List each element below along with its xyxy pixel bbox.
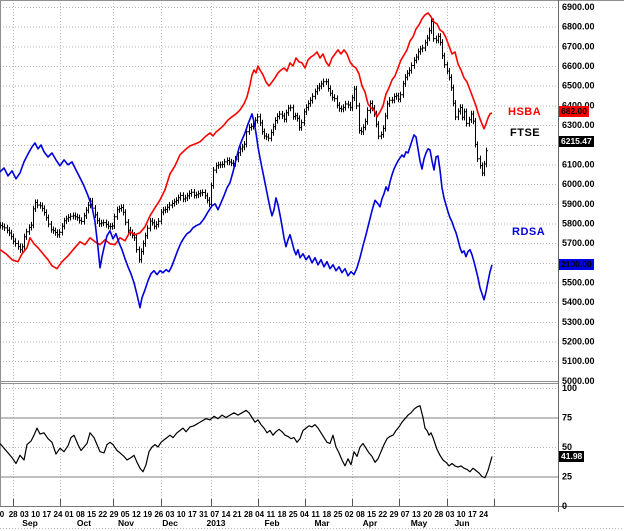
y-axis-label: 6500.00 [562,81,595,91]
y-axis-label: 6300.00 [562,120,595,130]
rdsa-price-tag: 2100.00 [559,259,594,271]
x-axis-day-label: 11 [267,510,276,519]
x-axis-month-label: May [411,518,428,528]
x-axis-month-label: Jun [454,518,469,528]
y-axis-label: 6900.00 [562,2,595,12]
y-axis-label: 6600.00 [562,61,595,71]
x-axis-day-label: 04 [255,510,264,519]
y-axis-label: 5500.00 [562,278,595,288]
x-axis-month-label: 2013 [207,518,226,528]
x-axis-day-label: 13 [412,510,421,519]
x-axis-day-label: 17 [188,510,197,519]
x-axis-day-label: 18 [322,510,331,519]
x-axis-day-label: 24 [54,510,63,519]
x-axis-day-label: 25 [334,510,343,519]
y-axis-label: 5700.00 [562,238,595,248]
x-axis-day-label: 31 [199,510,208,519]
indicator-axis-label: 25 [562,472,572,482]
x-axis-day-label: 17 [468,510,477,519]
x-axis-day-label: 14 [222,510,231,519]
x-axis-day-label: 15 [367,510,376,519]
indicator-axis-label: 0 [562,501,567,511]
indicator-axis-label: 50 [562,442,572,452]
x-axis-day-label: 07 [401,510,410,519]
x-axis-day-label: 24 [479,510,488,519]
x-axis-day-label: 29 [390,510,399,519]
y-axis-label: 5400.00 [562,297,595,307]
y-axis-label: 5300.00 [562,317,595,327]
x-axis-day-label: 28 [244,510,253,519]
x-axis-day-label: 28 [434,510,443,519]
indicator-axis-label: 100 [562,383,577,393]
x-axis-month-label: Apr [363,518,378,528]
x-axis-month-label: Nov [118,518,134,528]
x-axis-day-label: 12 [132,510,141,519]
x-axis-day-label: 03 [20,510,29,519]
y-axis-label: 6100.00 [562,159,595,169]
x-axis-day-label: 18 [278,510,287,519]
x-axis-day-label: 08 [356,510,365,519]
x-axis-day-label: 21 [233,510,242,519]
x-axis-day-label: 26 [154,510,163,519]
x-axis-day-label: 17 [42,510,51,519]
y-axis-label: 5200.00 [562,337,595,347]
y-axis-label: 6800.00 [562,22,595,32]
x-axis-day-label: 04 [300,510,309,519]
x-axis-day-label: 01 [65,510,74,519]
x-axis-day-label: 03 [166,510,175,519]
x-axis-day-label: 05 [121,510,130,519]
x-axis-day-label: 20 [423,510,432,519]
x-axis-day-label: 19 [143,510,152,519]
ftse-bars [0,18,488,263]
x-axis-day-label: 11 [311,510,320,519]
x-axis-day-label: 25 [289,510,298,519]
x-axis-day-label: 10 [31,510,40,519]
indicator-value-tag: 41.98 [559,450,585,462]
x-axis-day-label: 08 [76,510,85,519]
indicator-axis-label: 75 [562,413,572,423]
x-axis-day-label: 03 [446,510,455,519]
x-axis-month-label: Sep [22,518,38,528]
x-axis-day-label: 22 [98,510,107,519]
hsba-price-tag: 682.00 [559,106,589,118]
x-axis-day-label: 22 [378,510,387,519]
x-axis-day-label: 02 [345,510,354,519]
x-axis-month-label: Dec [162,518,178,528]
series-label-ftse: FTSE [510,127,541,139]
y-axis-label: 5000.00 [562,376,595,386]
x-axis-day-label: 10 [457,510,466,519]
series-label-rdsa: RDSA [512,226,546,238]
x-axis-day-label: 29 [110,510,119,519]
x-axis-month-label: Oct [77,518,91,528]
y-axis-label: 5100.00 [562,356,595,366]
rdsa-line [0,113,493,309]
ftse-price-tag: 6215.47 [559,136,594,148]
y-axis-label: 5900.00 [562,199,595,209]
y-axis-label: 6400.00 [562,100,595,110]
x-axis-day-label: 10 [177,510,186,519]
y-axis-label: 6700.00 [562,41,595,51]
x-axis-day-label: 07 [210,510,219,519]
x-axis-month-label: Mar [314,518,330,528]
y-axis-label: 5800.00 [562,218,595,228]
series-label-hsba: HSBA [508,106,542,118]
indicator-line [0,405,493,479]
x-axis-day-label: 0 [0,510,5,519]
y-axis-label: 6000.00 [562,179,595,189]
x-axis-day-label: 15 [87,510,96,519]
x-axis-day-label: 28 [9,510,18,519]
hsba-line [0,12,493,270]
x-axis-month-label: Feb [264,518,279,528]
